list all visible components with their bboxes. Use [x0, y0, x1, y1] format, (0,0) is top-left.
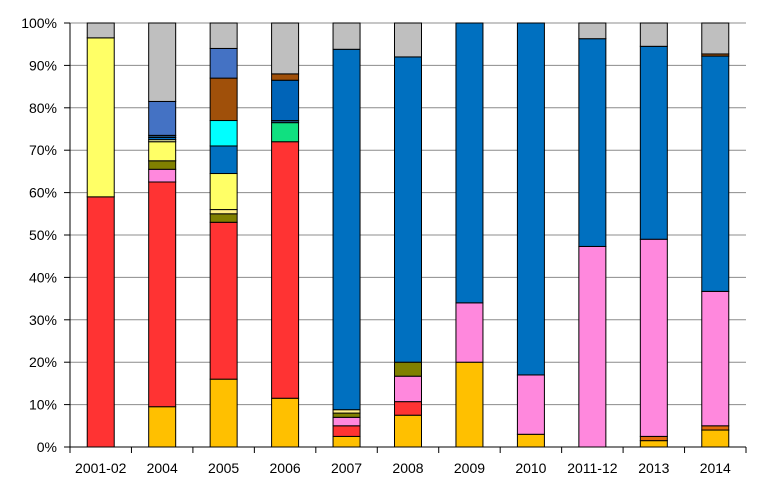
y-tick-label: 10% [29, 397, 57, 413]
bar-segment [701, 55, 730, 292]
x-tick-label: 2004 [147, 460, 178, 476]
y-tick-label: 30% [29, 312, 57, 328]
x-tick-label: 2005 [208, 460, 239, 476]
bar-segment [148, 168, 177, 183]
bar-segment [209, 213, 238, 223]
bar-segment [86, 196, 115, 448]
bar-segment [332, 22, 361, 50]
bar-segment [639, 435, 668, 442]
x-tick-label: 2010 [515, 460, 546, 476]
x-tick-label: 2001-02 [75, 460, 127, 476]
bar-segment [209, 120, 238, 147]
bar-segment [209, 47, 238, 79]
bar-segment [209, 378, 238, 448]
bar-segment [209, 22, 238, 49]
y-tick-label: 90% [29, 57, 57, 73]
bar-segment [148, 160, 177, 170]
bar-segment [516, 374, 545, 435]
bar-segment [639, 440, 668, 448]
y-tick-label: 0% [37, 439, 57, 455]
bar-segment [332, 409, 361, 414]
bar-segment [209, 173, 238, 211]
bar-segment [209, 145, 238, 175]
bar-segment [701, 429, 730, 448]
bar-segment [332, 425, 361, 437]
bar-segment [701, 290, 730, 427]
bar-segment [148, 406, 177, 448]
bar-segment [332, 416, 361, 427]
bar-segment [578, 38, 607, 247]
y-tick-label: 70% [29, 142, 57, 158]
bar-segment [332, 435, 361, 448]
tick-labels: 0% 10% 20% 30% 40% 50% 60% 70% 80% 90% 100% 2001-02… [21, 15, 731, 476]
bar-segment [394, 401, 422, 416]
bar-segment [209, 77, 238, 122]
bar-segment [639, 45, 668, 240]
x-tick-label: 2008 [392, 460, 423, 476]
bar-segment [271, 141, 300, 399]
bar-segment [455, 302, 484, 363]
x-tick-label: 2014 [700, 460, 731, 476]
bar-segment [394, 22, 422, 58]
axes [64, 22, 747, 453]
bar-segment [701, 425, 730, 431]
bar-segment [86, 37, 115, 198]
bar-segment [86, 22, 115, 39]
y-tick-label: 40% [29, 269, 57, 285]
x-tick-label: 2011-12 [567, 460, 618, 476]
y-tick-label: 80% [29, 100, 57, 116]
bar-segment [455, 22, 484, 304]
y-tick-label: 20% [29, 354, 57, 370]
y-tick-label: 60% [29, 185, 57, 201]
bar-segment [578, 22, 607, 40]
bar-segment [271, 122, 300, 143]
y-tick-label: 50% [29, 227, 57, 243]
x-tick-label: 2013 [638, 460, 669, 476]
bar-segment [148, 22, 177, 102]
bar-segment [639, 238, 668, 437]
bar-segment [271, 397, 300, 448]
y-tick-label: 100% [21, 15, 57, 31]
bar-segment [148, 181, 177, 408]
bar-segment [148, 100, 177, 136]
bar-segment [578, 245, 607, 448]
x-tick-label: 2006 [270, 460, 301, 476]
bar-segment [394, 375, 422, 403]
bar-segment [271, 79, 300, 122]
bar-segment [332, 48, 361, 411]
bar-segment [271, 22, 300, 75]
bar-segment [516, 22, 545, 376]
bars [86, 22, 730, 448]
bar-segment [455, 361, 484, 448]
bar-segment [701, 22, 730, 55]
bar-segment [332, 412, 361, 418]
bar-segment [394, 56, 422, 363]
x-tick-label: 2007 [331, 460, 362, 476]
bar-segment [639, 22, 668, 47]
bar-segment [271, 73, 300, 81]
x-tick-label: 2009 [454, 460, 485, 476]
bar-segment [209, 209, 238, 215]
bar-segment [148, 141, 177, 162]
bar-segment [516, 433, 545, 448]
bar-segment [209, 221, 238, 380]
bar-segment [394, 361, 422, 377]
bar-segment [394, 414, 422, 448]
